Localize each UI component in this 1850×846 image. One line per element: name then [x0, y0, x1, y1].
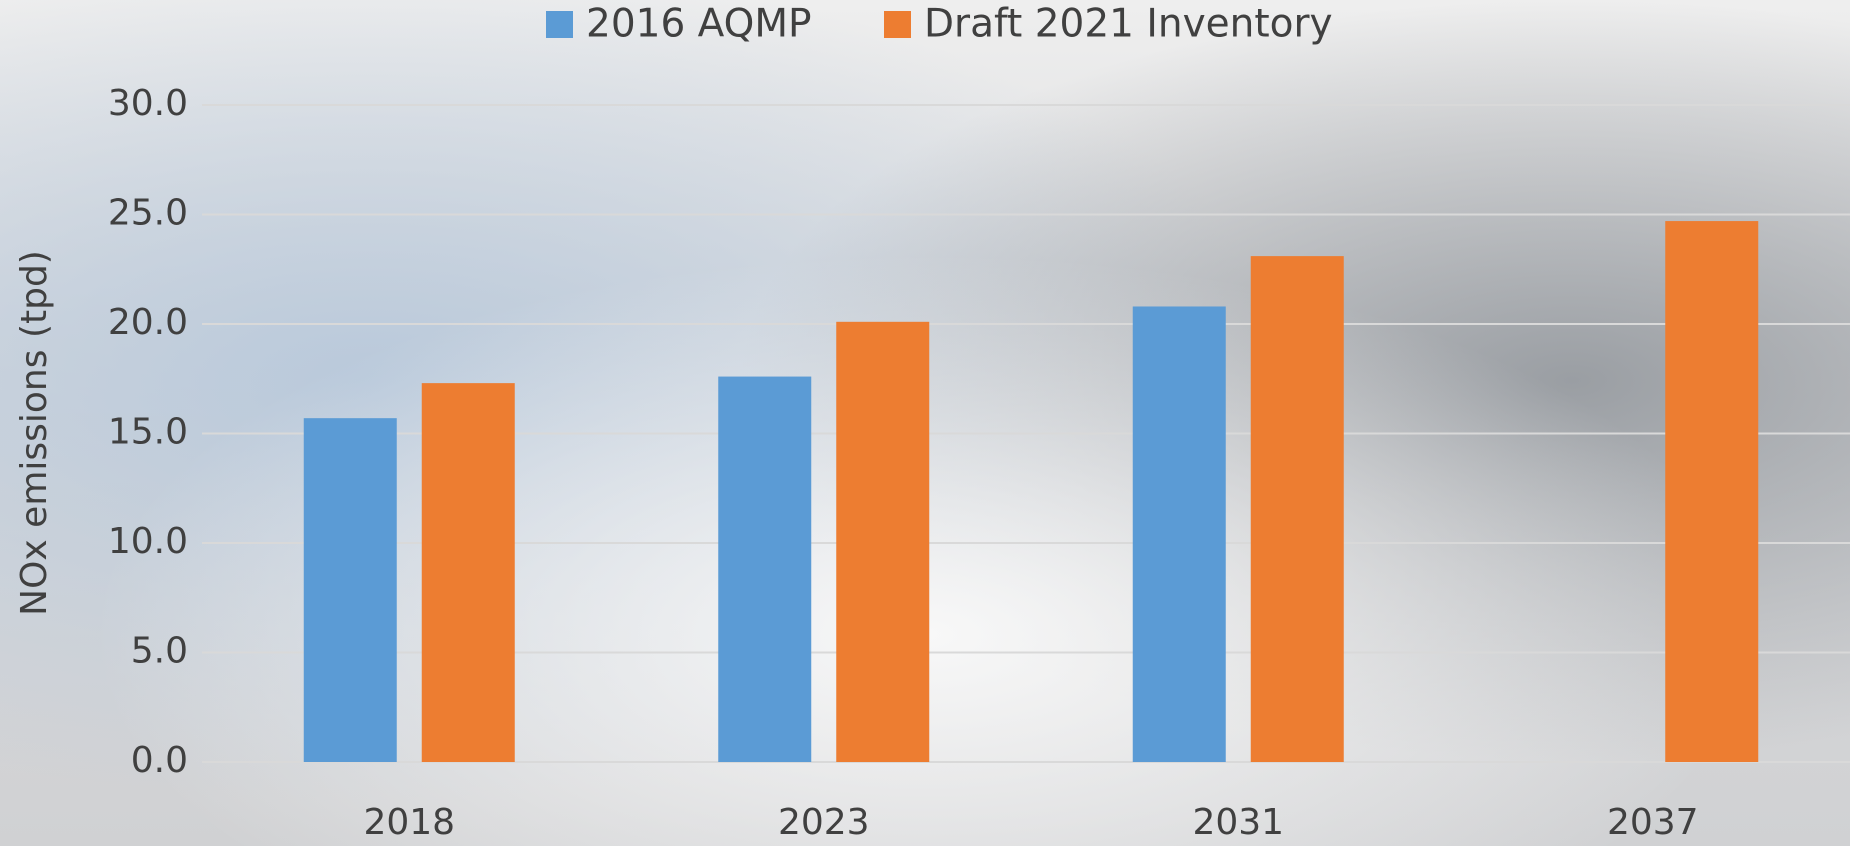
- x-tick-label: 2037: [1607, 802, 1699, 843]
- legend-label: 2016 AQMP: [586, 2, 812, 47]
- y-tick-label: 0.0: [131, 740, 188, 781]
- y-axis-label: NOx emissions (tpd): [14, 250, 55, 616]
- bar: [1132, 306, 1226, 762]
- x-tick-label: 2023: [778, 802, 870, 843]
- x-tick-label: 2018: [363, 802, 455, 843]
- y-tick-label: 30.0: [108, 83, 188, 124]
- bar: [718, 376, 812, 762]
- legend-label: Draft 2021 Inventory: [924, 2, 1333, 47]
- y-tick-label: 10.0: [108, 521, 188, 562]
- bar: [1250, 256, 1344, 762]
- labels: 0.0 5.0 10.0 15.0 20.0 25.0 30.0 2018 2023 2031 20…: [108, 83, 1699, 843]
- x-tick-label: 2031: [1192, 802, 1284, 843]
- legend: 2016 AQMP Draft 2021 Inventory: [546, 2, 1333, 47]
- legend-swatch: [546, 11, 573, 38]
- legend-swatch: [884, 11, 911, 38]
- bars: [303, 221, 1759, 762]
- bar: [421, 383, 515, 762]
- y-tick-label: 25.0: [108, 193, 188, 234]
- y-tick-label: 15.0: [108, 412, 188, 453]
- bar: [1665, 221, 1759, 762]
- bar: [836, 321, 930, 762]
- bar: [303, 418, 397, 762]
- y-tick-label: 5.0: [131, 631, 188, 672]
- y-tick-label: 20.0: [108, 302, 188, 343]
